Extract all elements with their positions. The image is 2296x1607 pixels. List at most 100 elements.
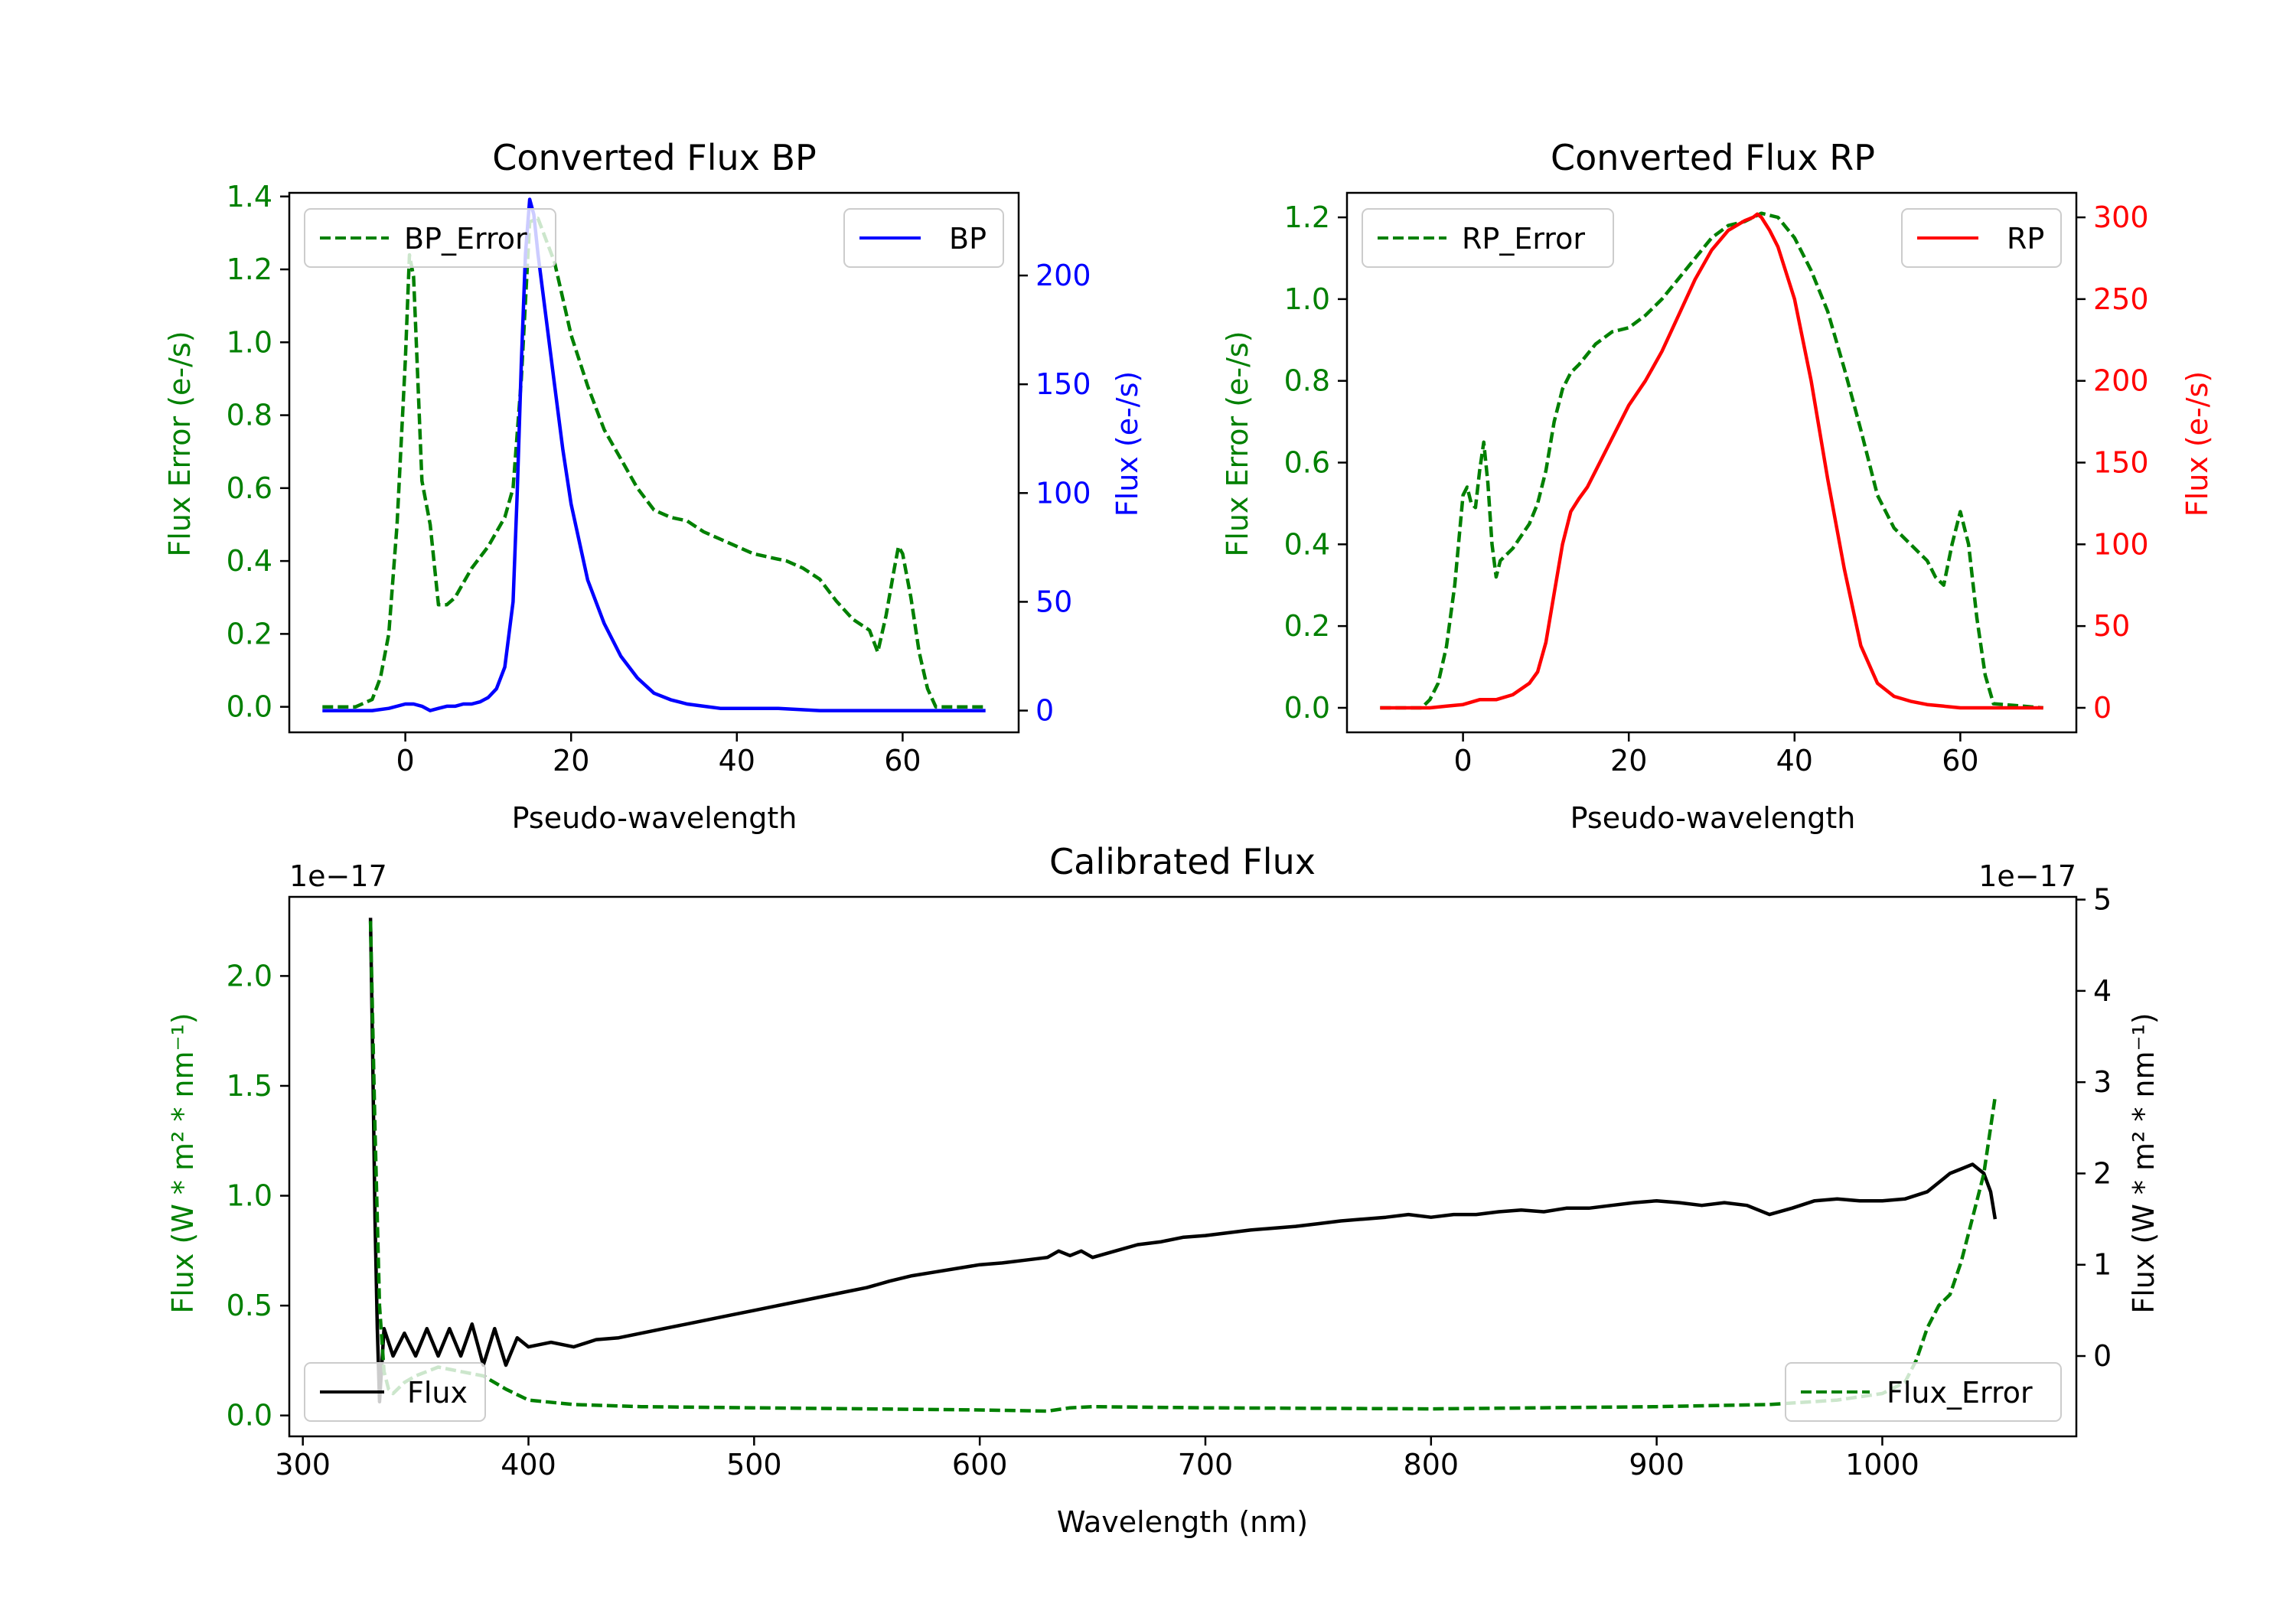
cal-legend-flux-label: Flux	[407, 1376, 468, 1410]
panel-bp: Converted Flux BP Pseudo-wavelength Flux…	[163, 137, 1144, 835]
cal-xtick-label: 400	[501, 1448, 556, 1482]
bp-series-bp-line	[322, 197, 986, 712]
cal-right-ytick-label: 0	[2093, 1339, 2112, 1373]
bp-left-ytick-label: 0.2	[227, 617, 272, 650]
bp-left-ytick-label: 0.6	[227, 471, 272, 505]
rp-legend-flux: RP	[1901, 208, 2062, 268]
bp-right-ytick-label: 0	[1035, 694, 1054, 728]
bp-left-ytick-label: 0.8	[227, 399, 272, 432]
bp-right-ylabel: Flux (e-/s)	[1110, 371, 1144, 517]
rp-legend-error: RP_Error	[1362, 208, 1614, 268]
cal-xlabel: Wavelength (nm)	[1057, 1505, 1308, 1539]
bp-right-ytick-label: 150	[1035, 367, 1091, 401]
rp-series-rp-error-line	[1380, 211, 2043, 710]
rp-right-ytick-label: 100	[2093, 527, 2149, 561]
bp-left-ylabel: Flux Error (e-/s)	[163, 331, 197, 556]
rp-right-ytick-label: 300	[2093, 200, 2149, 234]
cal-left-ytick-label: 0.0	[227, 1399, 272, 1433]
panel-rp: Converted Flux RP Pseudo-wavelength Flux…	[1221, 137, 2214, 835]
cal-legend-flux: Flux	[304, 1362, 486, 1422]
bp-left-ytick-label: 0.4	[227, 544, 272, 578]
rp-xtick-label: 60	[1942, 744, 1978, 777]
rp-right-ytick-label: 50	[2093, 609, 2130, 643]
rp-legend-flux-box	[1901, 208, 2062, 268]
rp-left-ytick-label: 0.2	[1284, 609, 1330, 643]
panel-calibrated: Calibrated Flux Wavelength (nm) Flux (W …	[166, 841, 2161, 1539]
bp-left-ytick-label: 0.0	[227, 690, 272, 724]
cal-xtick-label: 600	[952, 1448, 1008, 1482]
bp-legend-flux-box	[843, 208, 1004, 268]
cal-legend-error-box	[1785, 1362, 2062, 1422]
bp-legend-error-label: BP_Error	[404, 222, 527, 256]
bp-ticks: 0 20 40 60 0.0 0.2 0.4 0.6 0.8 1.0 1.2 1.4 0 50 100 150…	[227, 180, 1091, 777]
cal-left-ytick-label: 1.0	[227, 1179, 272, 1213]
bp-right-ytick-label: 50	[1035, 585, 1072, 618]
bp-left-ytick-label: 1.0	[227, 325, 272, 359]
cal-right-ytick-label: 4	[2093, 974, 2112, 1008]
cal-legend-error: Flux_Error	[1785, 1362, 2062, 1422]
rp-right-ytick-label: 0	[2093, 691, 2112, 725]
bp-right-ytick-label: 200	[1035, 259, 1091, 292]
cal-left-ytick-label: 1.5	[227, 1069, 272, 1103]
bp-plot-frame	[288, 191, 1020, 734]
rp-xtick-label: 0	[1454, 744, 1473, 777]
rp-legend-error-box	[1362, 208, 1614, 268]
rp-plot-frame	[1345, 191, 2078, 734]
rp-right-ytick-label: 200	[2093, 364, 2149, 398]
rp-series	[1380, 211, 2043, 710]
rp-left-ytick-label: 0.6	[1284, 446, 1330, 480]
bp-left-ytick-label: 1.2	[227, 253, 272, 286]
bp-series-bp-error-line	[322, 217, 986, 709]
cal-right-ytick-label: 2	[2093, 1156, 2112, 1190]
rp-right-ytick-label: 150	[2093, 446, 2149, 480]
cal-right-ytick-label: 1	[2093, 1248, 2112, 1282]
cal-ticks: 300 400 500 600 700 800 900 1000 0.0 0.5 1.0 1.5 2.0…	[227, 883, 2112, 1482]
rp-right-ytick-label: 250	[2093, 282, 2149, 316]
cal-left-ytick-label: 0.5	[227, 1289, 272, 1322]
bp-legend-flux-label: BP	[949, 222, 987, 256]
rp-left-ytick-label: 0.4	[1284, 527, 1330, 561]
cal-right-ytick-label: 3	[2093, 1065, 2112, 1099]
cal-legend-error-label: Flux_Error	[1887, 1376, 2033, 1410]
cal-xtick-label: 800	[1404, 1448, 1459, 1482]
bp-xtick-label: 0	[396, 744, 415, 777]
cal-plot-frame	[288, 895, 2078, 1438]
cal-xtick-label: 1000	[1845, 1448, 1919, 1482]
rp-xtick-label: 40	[1776, 744, 1813, 777]
bp-legend-error: BP_Error	[304, 208, 556, 268]
rp-left-ylabel: Flux Error (e-/s)	[1221, 331, 1254, 556]
bp-legend-flux: BP	[843, 208, 1004, 268]
rp-xlabel: Pseudo-wavelength	[1570, 801, 1856, 835]
cal-legend-flux-box	[304, 1362, 486, 1422]
rp-ticks: 0 20 40 60 0.0 0.2 0.4 0.6 0.8 1.0 1.2 0 50 100 150 200…	[1284, 200, 2149, 777]
rp-left-ytick-label: 1.2	[1284, 200, 1330, 234]
cal-right-offset-text: 1e−17	[1978, 859, 2076, 893]
bp-title: Converted Flux BP	[492, 137, 817, 178]
cal-series-flux-line	[368, 918, 1998, 1403]
cal-right-ylabel: Flux (W * m² * nm⁻¹)	[2127, 1012, 2161, 1313]
bp-xlabel: Pseudo-wavelength	[512, 801, 797, 835]
bp-right-ytick-label: 100	[1035, 476, 1091, 510]
bp-legend-error-box	[304, 208, 556, 268]
rp-xtick-label: 20	[1610, 744, 1647, 777]
rp-left-ytick-label: 1.0	[1284, 282, 1330, 316]
cal-xtick-label: 900	[1629, 1448, 1684, 1482]
cal-left-ylabel: Flux (W * m² * nm⁻¹)	[166, 1012, 200, 1313]
bp-xtick-label: 20	[553, 744, 589, 777]
cal-right-ytick-label: 5	[2093, 883, 2112, 917]
rp-title: Converted Flux RP	[1551, 137, 1875, 178]
cal-xtick-label: 500	[726, 1448, 782, 1482]
rp-series-rp-line	[1380, 212, 2043, 710]
bp-left-ytick-label: 1.4	[227, 180, 272, 214]
rp-left-ytick-label: 0.8	[1284, 364, 1330, 398]
bp-xtick-label: 40	[719, 744, 755, 777]
rp-legend-error-label: RP_Error	[1462, 222, 1585, 256]
rp-left-ytick-label: 0.0	[1284, 691, 1330, 725]
cal-xtick-label: 700	[1178, 1448, 1234, 1482]
bp-xtick-label: 60	[884, 744, 921, 777]
rp-legend-flux-label: RP	[2007, 222, 2044, 256]
cal-left-ytick-label: 2.0	[227, 959, 272, 993]
rp-right-ylabel: Flux (e-/s)	[2180, 371, 2214, 517]
cal-xtick-label: 300	[275, 1448, 331, 1482]
